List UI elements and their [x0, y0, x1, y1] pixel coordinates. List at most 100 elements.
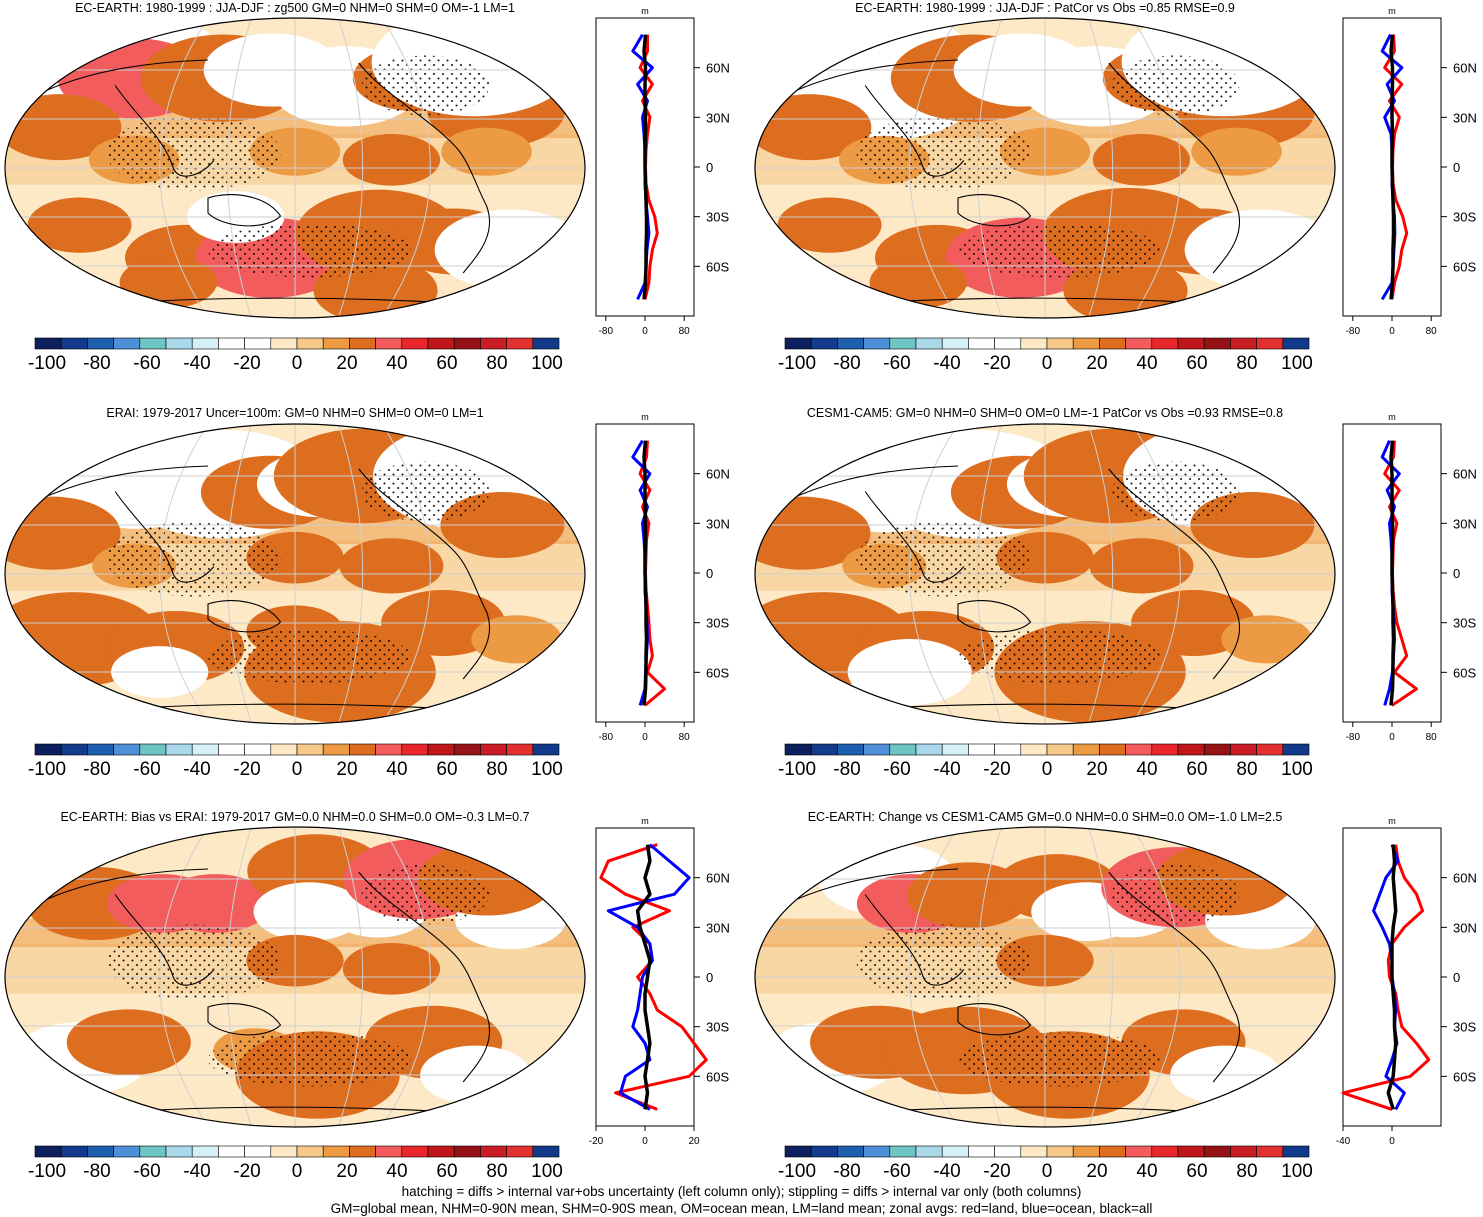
colorbar-tick-label: 40: [386, 1161, 407, 1182]
colorbar-tick-label: 80: [1236, 353, 1257, 374]
graticule-lon: [226, 827, 252, 1127]
colorbar-swatch: [165, 1145, 193, 1158]
colorbar-tick-label: -100: [28, 1161, 66, 1182]
zonal-x-label: 80: [1426, 732, 1438, 743]
zonal-lat-label: 60S: [1453, 1069, 1476, 1084]
colorbar-swatch: [1099, 337, 1126, 350]
colorbar-swatch: [1072, 743, 1100, 756]
colorbar-tick-label: 60: [1186, 1161, 1207, 1182]
colorbar-swatch: [480, 1145, 507, 1158]
colorbar-tick-label: 60: [436, 1161, 457, 1182]
graticule-lon: [1131, 18, 1181, 318]
colorbar-swatch: [863, 743, 891, 756]
colorbar-swatch: [1151, 1145, 1179, 1158]
coastline: [358, 468, 491, 680]
zonal-series-all: [642, 440, 649, 706]
zonal-lat-label: 60N: [1453, 467, 1477, 482]
coastline: [114, 894, 215, 986]
map: [5, 827, 585, 1127]
colorbar-tick-label: 100: [531, 759, 563, 780]
colorbar-swatch: [34, 743, 62, 756]
colorbar-swatch: [113, 743, 141, 756]
colorbar-swatch: [1151, 743, 1179, 756]
colorbar-swatch: [532, 337, 560, 350]
zonal-x-label: 80: [679, 326, 691, 337]
colorbar-swatch: [915, 1145, 943, 1158]
colorbar-swatch: [1151, 337, 1179, 350]
zonal-unit-label: m: [1388, 6, 1396, 16]
colorbar-tick-label: 100: [1281, 1161, 1313, 1182]
anomaly-blob: [777, 197, 882, 253]
colorbar-tick-label: 20: [1086, 353, 1107, 374]
graticule-lon: [338, 827, 364, 1127]
colorbar-swatch: [322, 1145, 350, 1158]
zonal-series-land: [1341, 844, 1431, 1111]
colorbar-swatch: [480, 337, 507, 350]
colorbar-swatch: [244, 337, 272, 350]
map-border: [4, 826, 586, 1128]
coastline: [1108, 871, 1241, 1083]
colorbar-swatch: [139, 743, 167, 756]
colorbar-swatch: [427, 743, 455, 756]
colorbar-swatch: [139, 1145, 167, 1158]
colorbar-tick-label: 0: [292, 353, 303, 374]
colorbar: -100 -80 -60 -40 -20 0 20 40 60 80 100: [28, 337, 563, 374]
colorbar-tick-label: 40: [386, 759, 407, 780]
colorbar-swatch: [837, 743, 864, 756]
colorbar-swatch: [994, 337, 1022, 350]
colorbar-swatch: [349, 743, 376, 756]
anomaly-blob: [869, 256, 967, 309]
stipple-area: [208, 1032, 411, 1087]
zonal-unit-label: m: [1388, 816, 1396, 826]
panel-p4: CESM1-CAM5: GM=0 NHM=0 SHM=0 OM=0 LM=-1 …: [754, 406, 1477, 780]
colorbar-swatch: [1177, 743, 1205, 756]
zonal-series-all: [642, 34, 649, 300]
anomaly-blob: [342, 133, 441, 186]
colorbar-swatch: [1203, 337, 1231, 350]
zonal-unit-label: m: [641, 816, 649, 826]
colorbar-tick-label: 40: [1136, 353, 1157, 374]
colorbar-swatch: [532, 1145, 560, 1158]
zonal-series-all: [1386, 844, 1398, 1110]
colorbar-swatch: [810, 1145, 838, 1158]
colorbar-tick-label: 0: [292, 759, 303, 780]
zonal-series-all: [1389, 34, 1396, 300]
coastline: [957, 1003, 1032, 1036]
colorbar-swatch: [60, 743, 88, 756]
colorbar-swatch: [165, 337, 193, 350]
zonal-lat-label: 30N: [706, 516, 730, 531]
colorbar-swatch: [401, 743, 429, 756]
colorbar-swatch: [349, 1145, 376, 1158]
stipple-area: [106, 924, 281, 1000]
panel-title: CESM1-CAM5: GM=0 NHM=0 SHM=0 OM=0 LM=-1 …: [807, 406, 1283, 420]
colorbar: -100 -80 -60 -40 -20 0 20 40 60 80 100: [778, 743, 1313, 780]
colorbar-swatch: [1020, 1145, 1048, 1158]
zonal-x-label: 0: [1389, 326, 1395, 337]
colorbar-tick-label: -60: [133, 1161, 160, 1182]
zonal-lat-label: 60S: [1453, 259, 1476, 274]
zonal-lat-label: 30S: [1453, 1020, 1476, 1035]
colorbar-swatch: [1256, 337, 1284, 350]
colorbar-tick-label: -80: [83, 353, 110, 374]
colorbar-swatch: [113, 1145, 141, 1158]
graticule-lon: [226, 424, 252, 724]
zonal-lat-label: 60N: [1453, 61, 1477, 76]
zonal-series-all: [1389, 440, 1396, 706]
anomaly-blob: [5, 94, 122, 161]
colorbar-swatch: [968, 1145, 995, 1158]
colorbar-tick-label: -40: [183, 759, 210, 780]
colorbar-tick-label: 40: [1136, 1161, 1157, 1182]
zonal-lat-label: 30S: [1453, 210, 1476, 225]
panel-p5: EC-EARTH: Bias vs ERAI: 1979-2017 GM=0.0…: [4, 810, 730, 1182]
map: [5, 18, 585, 318]
zonal-x-label: 0: [642, 732, 648, 743]
colorbar-swatch: [810, 337, 838, 350]
colorbar-tick-label: 100: [1281, 353, 1313, 374]
colorbar-swatch: [375, 337, 403, 350]
map-border: [754, 17, 1336, 319]
colorbar-tick-label: -20: [983, 759, 1010, 780]
colorbar-tick-label: -20: [983, 1161, 1010, 1182]
graticule-lon: [909, 827, 959, 1127]
colorbar-swatch: [453, 337, 481, 350]
colorbar-tick-label: -20: [233, 353, 260, 374]
